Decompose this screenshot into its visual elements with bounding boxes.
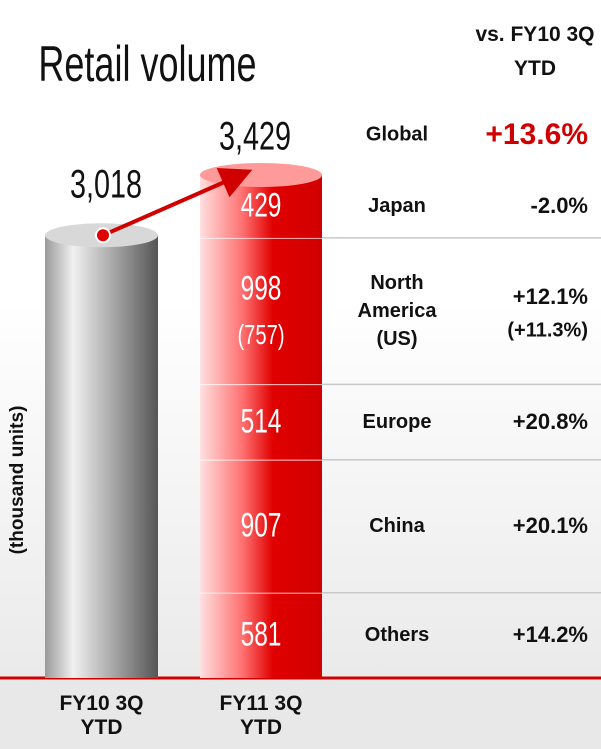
x-tick-label: FY11 3Q YTD <box>219 692 303 739</box>
segment-label: 514 <box>233 403 290 442</box>
segment-sub-label-text: (757) <box>237 319 285 351</box>
region-sub-change: (+11.3%) <box>507 319 588 342</box>
segment-label: 581 <box>233 616 290 655</box>
region-name: North America (US) <box>357 272 437 351</box>
footer-band <box>0 678 601 749</box>
total-label-text: 3,429 <box>218 114 292 159</box>
segment-sub-label: (757) <box>228 319 293 351</box>
segment-label: 998 <box>233 270 290 309</box>
segment-label-text: 514 <box>240 402 282 441</box>
bar-segment <box>200 592 322 678</box>
segment-label-text: 907 <box>240 506 282 545</box>
global-name: Global <box>365 123 429 146</box>
y-axis-label: (thousand units) <box>7 405 28 555</box>
segment-label-text: 581 <box>240 615 282 654</box>
segment-label: 907 <box>233 507 290 546</box>
x-tick-label: FY10 3Q YTD <box>59 692 144 739</box>
region-name: Europe <box>362 411 432 434</box>
region-name: Others <box>364 624 430 647</box>
growth-arrow <box>102 167 253 238</box>
region-name: China <box>369 515 425 538</box>
segment-label: 429 <box>233 187 290 226</box>
total-label: 3,018 <box>55 163 155 208</box>
region-change: +20.8% <box>512 409 588 435</box>
arrow-dot <box>95 227 111 244</box>
region-change: +14.2% <box>512 622 588 648</box>
region-name: Japan <box>368 195 426 218</box>
global-change: +13.6% <box>485 118 588 151</box>
total-label: 3,429 <box>205 115 305 160</box>
chart-title-text: Retail volume <box>38 36 257 92</box>
region-change: -2.0% <box>530 193 588 219</box>
region-change: +20.1% <box>512 513 588 539</box>
chart-title: Retail volume <box>0 35 299 93</box>
segment-label-text: 998 <box>240 269 282 308</box>
comparison-header: vs. FY10 3Q YTD <box>475 23 595 80</box>
total-label-text: 3,018 <box>69 162 142 207</box>
bar-segment <box>200 237 322 385</box>
segment-label-text: 429 <box>240 186 282 225</box>
bar <box>45 235 158 678</box>
region-change: +12.1% <box>512 284 588 310</box>
bar-segment <box>200 459 322 593</box>
bar-segment <box>200 384 322 460</box>
